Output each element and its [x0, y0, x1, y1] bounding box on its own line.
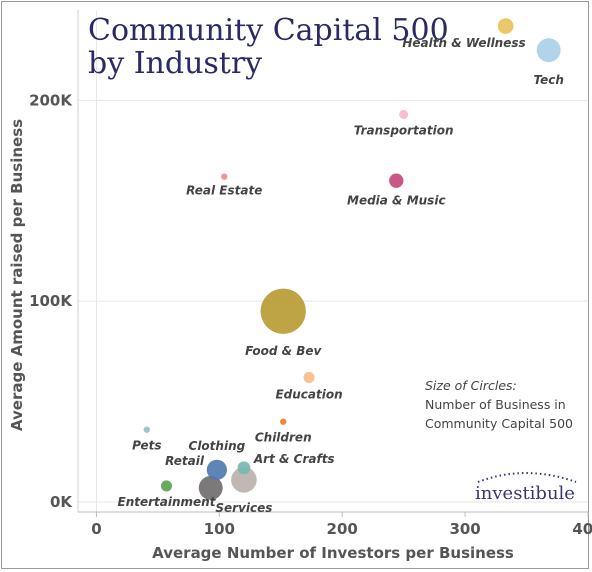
label-health-wellness: Health & Wellness — [402, 36, 525, 50]
point-art-crafts — [237, 461, 251, 475]
point-transportation — [399, 109, 409, 119]
chart-title-line-2: by Industry — [88, 46, 262, 81]
x-axis-label: Average Number of Investors per Business — [152, 544, 514, 562]
label-retail: Retail — [165, 454, 205, 468]
y-axis-label: Average Amount raised per Business — [8, 119, 26, 431]
label-children: Children — [255, 431, 312, 445]
point-media-music — [389, 173, 404, 188]
y-tick-label: 0K — [50, 493, 73, 511]
x-tick-label: 100 — [204, 520, 235, 538]
size-note-title: Size of Circles: — [425, 378, 517, 393]
point-retail — [208, 480, 216, 488]
label-entertainment: Entertainment — [118, 495, 217, 509]
point-labels: Health & Wellness Tech Transportation Real … — [118, 36, 564, 515]
logo-arc — [477, 472, 577, 483]
data-points — [143, 18, 561, 500]
point-children — [280, 418, 287, 425]
point-other — [198, 475, 223, 500]
axes: 0K 100K 200K 0 100 200 300 400 — [29, 10, 592, 538]
label-pets: Pets — [132, 439, 162, 453]
point-services — [231, 467, 257, 493]
x-tick-label: 300 — [449, 520, 480, 538]
point-education — [303, 371, 315, 384]
label-clothing: Clothing — [189, 439, 246, 453]
label-tech: Tech — [533, 73, 563, 87]
point-tech — [536, 38, 561, 63]
label-services: Services — [215, 501, 272, 515]
x-tick-label: 200 — [327, 520, 358, 538]
label-education: Education — [275, 387, 342, 401]
label-real-estate: Real Estate — [186, 184, 262, 198]
x-tick-label: 0 — [91, 520, 101, 538]
point-clothing — [206, 459, 227, 480]
label-media-music: Media & Music — [347, 194, 446, 208]
point-food-bev — [260, 288, 306, 334]
size-note-line-2: Community Capital 500 — [425, 416, 573, 431]
point-real-estate — [221, 173, 228, 180]
logo-text: investibule — [475, 483, 575, 504]
point-entertainment — [160, 480, 173, 492]
gridlines — [78, 10, 588, 512]
x-tick-label: 400 — [572, 520, 592, 538]
size-note-line-1: Number of Business in — [425, 397, 566, 412]
label-art-crafts: Art & Crafts — [253, 452, 335, 466]
point-health-wellness — [497, 18, 514, 34]
label-food-bev: Food & Bev — [245, 344, 322, 358]
point-pets — [143, 426, 151, 433]
y-tick-label: 200K — [29, 91, 73, 109]
label-transportation: Transportation — [354, 123, 454, 137]
investibule-logo: investibule — [475, 472, 577, 504]
chart-title-line-1: Community Capital 500 — [88, 13, 449, 48]
y-tick-label: 100K — [29, 292, 73, 310]
